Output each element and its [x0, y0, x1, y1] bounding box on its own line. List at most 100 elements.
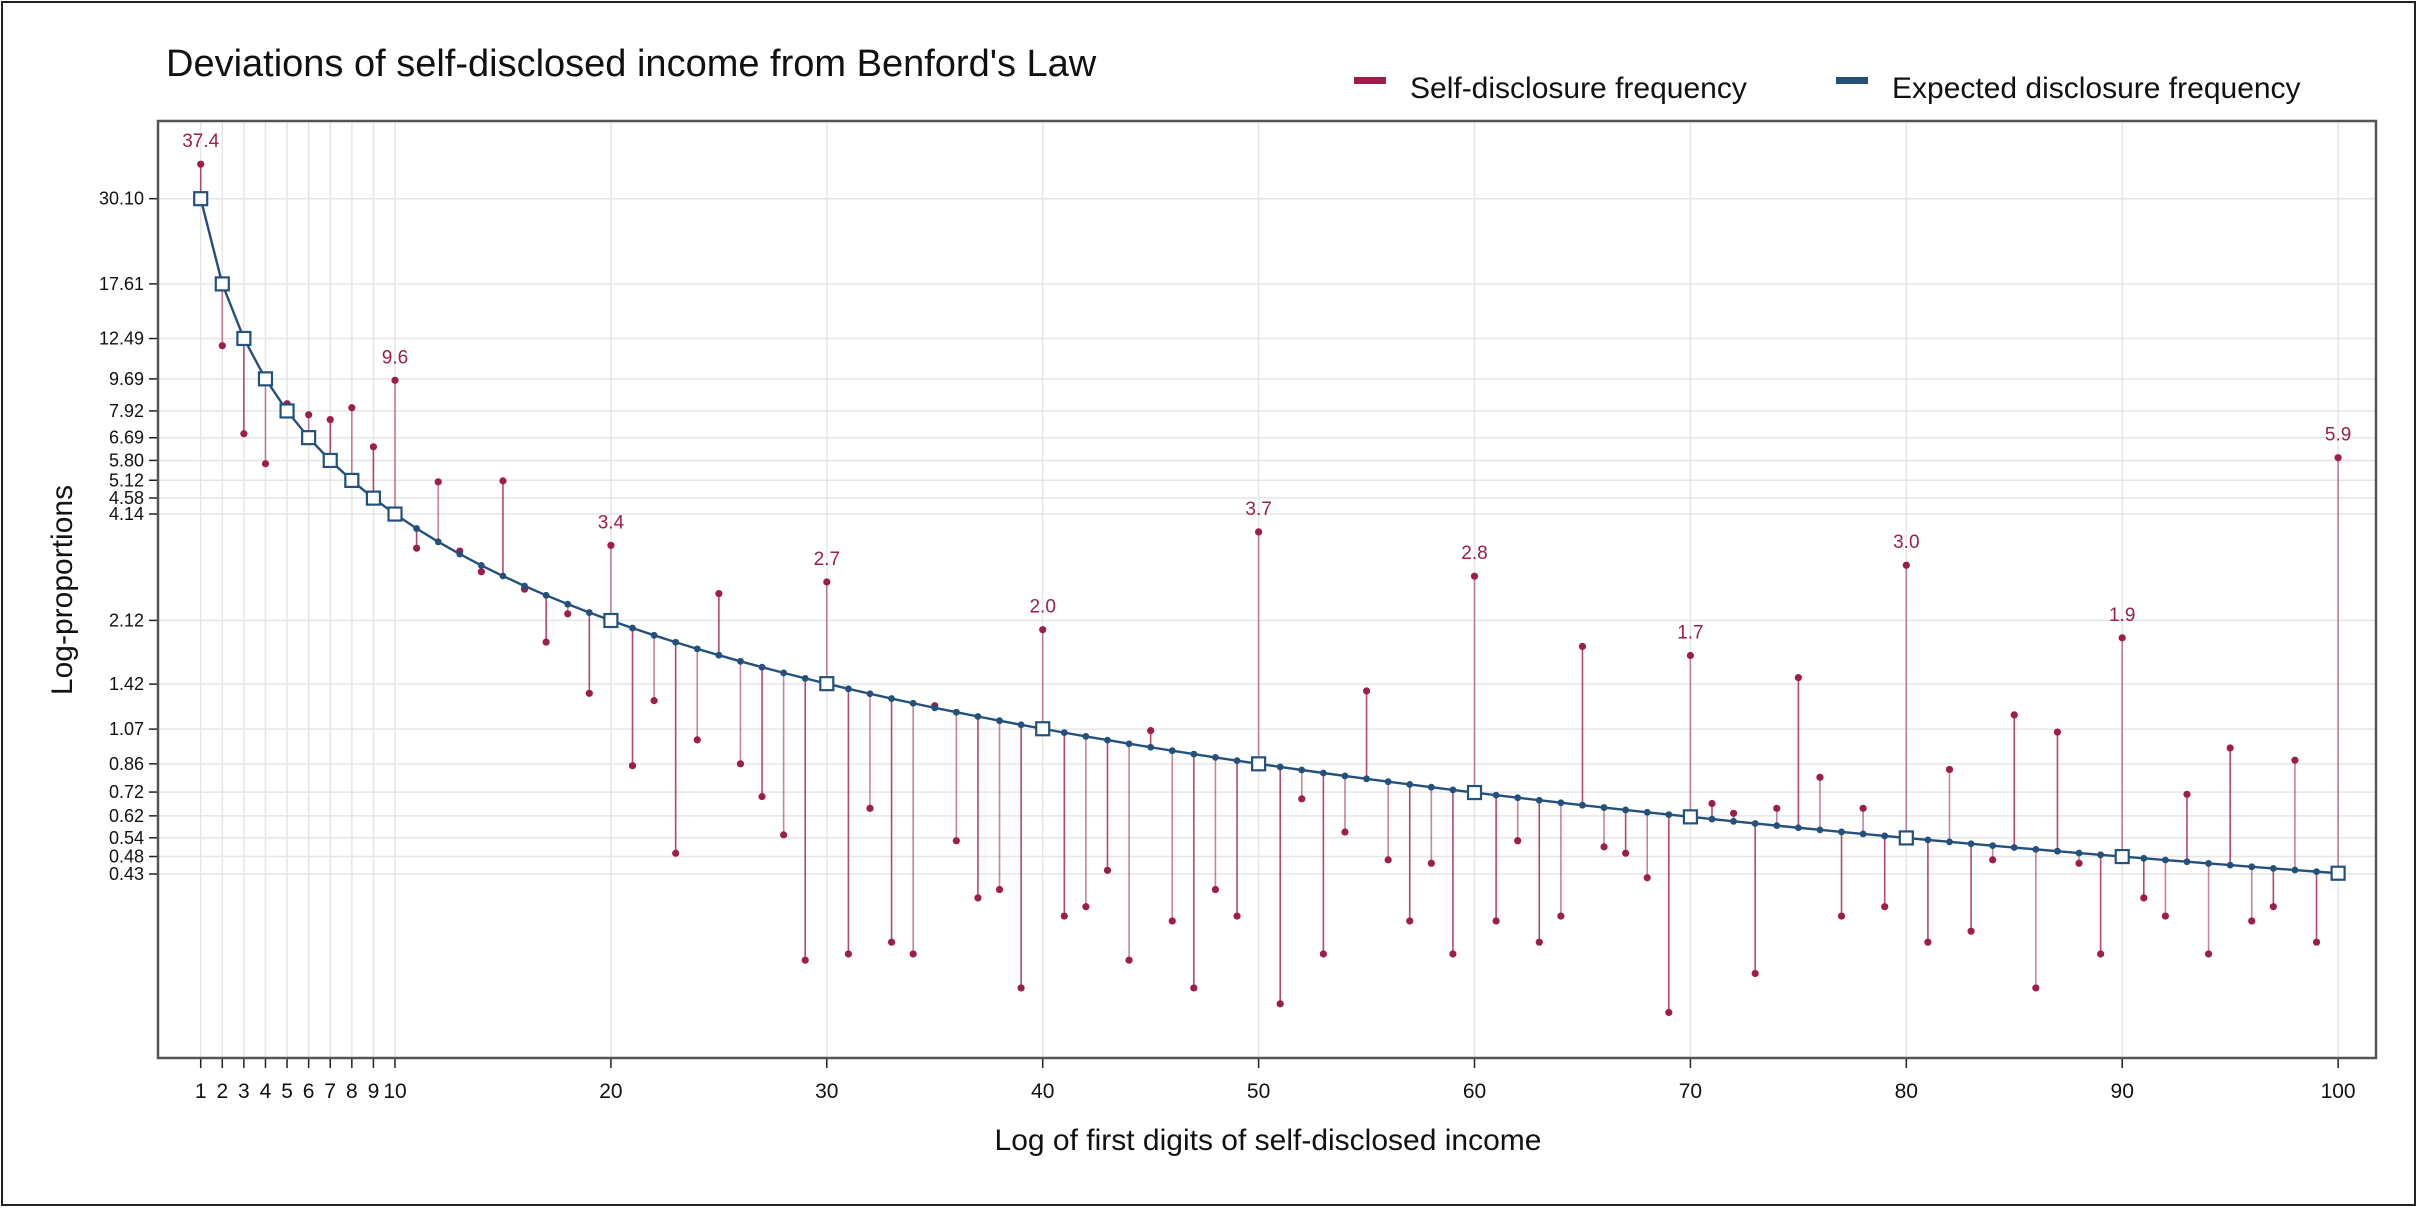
y-tick-label: 0.54	[109, 828, 144, 848]
expected-point	[542, 591, 550, 599]
x-tick-label: 2	[216, 1080, 228, 1103]
expected-point	[1514, 794, 1522, 802]
expected-point	[1967, 840, 1975, 848]
deviation-stems	[199, 164, 2339, 1013]
observed-point	[1924, 938, 1932, 946]
observed-point	[758, 792, 766, 801]
expected-point	[2097, 851, 2105, 859]
expected-point	[2161, 856, 2169, 864]
y-tick-label: 4.58	[109, 488, 144, 508]
expected-point	[1924, 836, 1932, 844]
expected-point	[1881, 832, 1889, 840]
observed-point	[607, 541, 615, 549]
observed-point	[1902, 561, 1910, 569]
observed-point	[1147, 726, 1155, 735]
observed-point	[1557, 912, 1565, 920]
expected-point	[1492, 791, 1500, 799]
observed-point	[1190, 984, 1198, 992]
y-tick-label: 9.69	[109, 369, 144, 389]
observed-point	[2312, 938, 2321, 946]
expected-point	[1082, 733, 1090, 740]
observed-point	[1255, 528, 1263, 536]
x-tick-label: 8	[346, 1080, 358, 1103]
data-label: 3.4	[598, 512, 625, 533]
expected-square-marker	[1035, 721, 1051, 737]
expected-square-marker	[193, 191, 209, 207]
x-tick-label: 6	[303, 1080, 315, 1103]
expected-point	[693, 645, 701, 653]
legend-label-observed: Self-disclosure frequency	[1410, 72, 1747, 105]
y-tick-label: 5.12	[109, 470, 144, 490]
expected-point	[1449, 786, 1457, 794]
expected-point	[672, 638, 680, 646]
observed-point	[1708, 799, 1716, 808]
expected-square-marker	[279, 403, 295, 419]
expected-square-marker	[2330, 865, 2346, 881]
observed-point	[823, 578, 831, 586]
expected-point	[1363, 775, 1370, 783]
data-label: 3.0	[1893, 532, 1919, 553]
data-label: 9.6	[382, 347, 408, 368]
data-labels: 37.4 9.6 3.4 2.7 2.0 3.7 2.8 1.7 3.0 1.9 5.9	[182, 131, 2351, 643]
observed-point	[1341, 828, 1349, 836]
x-tick-label: 3	[238, 1080, 250, 1103]
expected-point	[477, 562, 485, 569]
y-tick-label: 4.14	[109, 504, 144, 524]
x-tick-label: 5	[281, 1080, 293, 1103]
expected-points	[193, 191, 2346, 881]
observed-point	[736, 760, 745, 768]
expected-point	[1708, 815, 1716, 823]
expected-point	[434, 538, 442, 546]
observed-point	[1319, 950, 1327, 958]
y-tick-label: 17.61	[99, 274, 144, 294]
expected-point	[909, 699, 917, 707]
expected-point	[456, 550, 464, 558]
observed-point	[1643, 874, 1651, 882]
observed-point	[2140, 894, 2148, 902]
expected-point	[1579, 801, 1586, 809]
observed-point	[1837, 912, 1846, 920]
observed-point	[801, 956, 809, 964]
expected-point	[931, 704, 939, 712]
expected-point	[1730, 817, 1737, 825]
x-tick-label: 70	[1679, 1080, 1702, 1103]
expected-point	[866, 690, 874, 698]
expected-point	[2140, 854, 2148, 862]
x-tick-label: 30	[815, 1080, 838, 1103]
observed-point	[1967, 927, 1975, 935]
observed-point	[715, 589, 723, 598]
observed-point	[542, 638, 550, 646]
expected-point	[996, 717, 1003, 725]
observed-point	[1881, 903, 1889, 911]
expected-point	[2313, 868, 2320, 876]
expected-point	[650, 631, 658, 639]
expected-point	[585, 609, 593, 616]
expected-point	[780, 669, 788, 677]
observed-point	[391, 376, 399, 384]
y-tick-label: 0.72	[109, 782, 144, 802]
expected-point	[1125, 740, 1133, 748]
observed-point	[672, 849, 680, 857]
expected-point	[2291, 866, 2299, 874]
expected-point	[413, 525, 420, 532]
expected-point	[2010, 844, 2018, 851]
expected-point	[2032, 845, 2040, 853]
expected-square-marker	[2114, 848, 2130, 865]
data-label: 1.9	[2109, 605, 2135, 626]
observed-point	[369, 443, 378, 451]
observed-point	[2226, 744, 2234, 752]
data-label: 2.0	[1029, 597, 1055, 618]
expected-point	[1319, 769, 1327, 777]
expected-point	[2205, 860, 2212, 867]
expected-point	[1989, 842, 1997, 850]
observed-point	[2183, 790, 2191, 798]
plot-area-border	[156, 119, 2378, 1060]
expected-square-marker	[1682, 809, 1699, 825]
x-tick-label: 50	[1247, 1080, 1270, 1103]
expected-square-marker	[365, 490, 382, 506]
expected-point	[1600, 804, 1608, 811]
observed-point	[1406, 917, 1414, 925]
observed-point	[1816, 773, 1824, 781]
y-tick-label: 2.12	[109, 610, 144, 630]
